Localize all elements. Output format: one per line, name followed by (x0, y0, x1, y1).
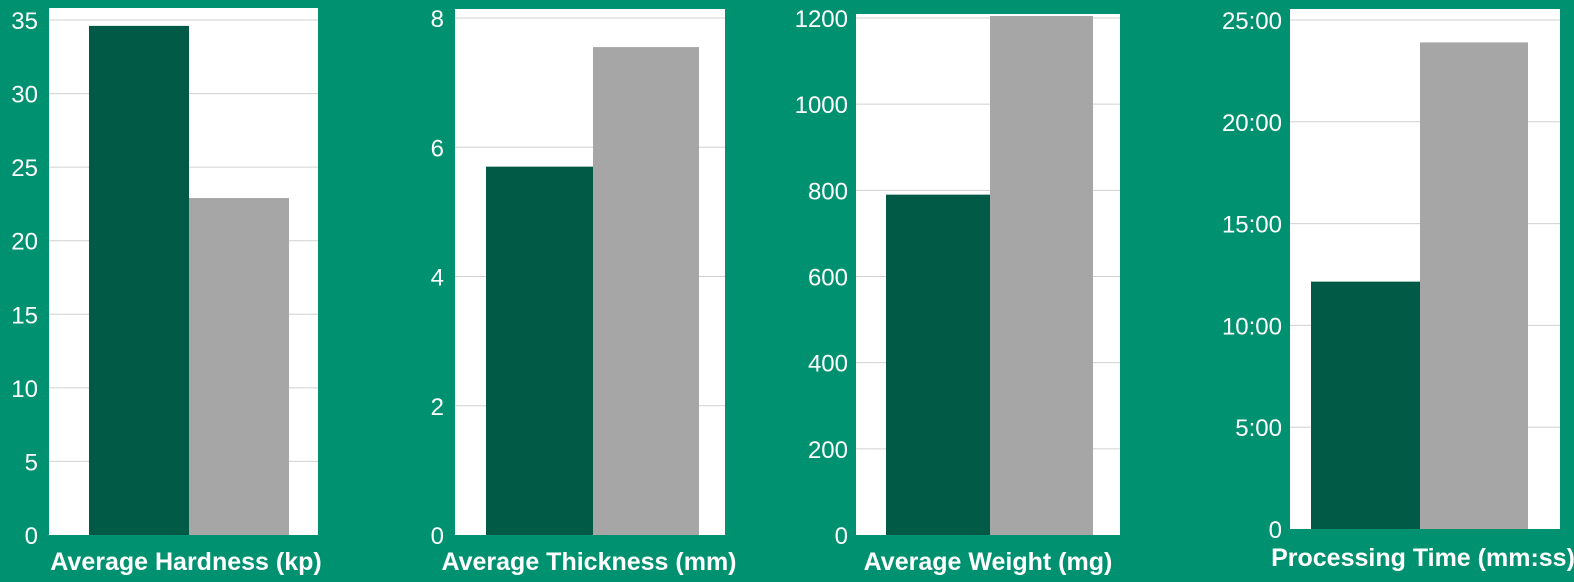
chart-1: 0 5 10 15 20 25 30 35 Average Hardness (kp) (11, 8, 322, 576)
x-axis-label: Processing Time (mm:ss) (1271, 544, 1574, 572)
y-tick-label: 25:00 (1222, 8, 1282, 35)
bar-gray (1420, 42, 1528, 530)
x-axis-label: Average Weight (mg) (864, 548, 1113, 576)
bar-gray (990, 16, 1093, 535)
y-tick-label: 0 (431, 523, 444, 550)
y-tick-label: 5 (25, 449, 38, 476)
y-tick-label: 4 (431, 265, 444, 292)
y-tick-label: 20:00 (1222, 110, 1282, 137)
chart-4: 0 5:00 10:00 15:00 20:00 25:00 Processing Time… (1222, 8, 1574, 572)
bar-dark-green (886, 194, 990, 535)
y-tick-label: 800 (808, 178, 848, 205)
y-tick-label: 200 (808, 437, 848, 464)
y-tick-label: 10 (11, 376, 38, 403)
y-tick-label: 8 (431, 6, 444, 33)
y-tick-label: 15 (11, 302, 38, 329)
bar-gray (593, 47, 699, 536)
bar-gray (189, 198, 289, 536)
y-tick-label: 30 (11, 82, 38, 109)
y-tick-label: 2 (431, 394, 444, 421)
y-tick-label: 0 (835, 523, 848, 550)
bar-dark-green (89, 25, 189, 536)
y-tick-label: 0 (25, 523, 38, 550)
bar-dark-green (1311, 281, 1420, 529)
y-tick-label: 35 (11, 8, 38, 35)
y-tick-label: 6 (431, 135, 444, 162)
y-tick-label: 1000 (795, 92, 848, 119)
y-tick-label: 15:00 (1222, 212, 1282, 239)
y-tick-label: 600 (808, 265, 848, 292)
chart-2: 0 2 4 6 8 Average Thickness (mm) (431, 6, 737, 576)
y-tick-label: 5:00 (1235, 415, 1282, 442)
y-tick-label: 400 (808, 351, 848, 378)
y-tick-label: 10:00 (1222, 313, 1282, 340)
y-tick-label: 25 (11, 155, 38, 182)
bar-dark-green (486, 166, 593, 535)
y-tick-label: 0 (1269, 517, 1282, 544)
y-tick-label: 20 (11, 229, 38, 256)
y-tick-label: 1200 (795, 6, 848, 33)
x-axis-label: Average Thickness (mm) (441, 548, 736, 576)
x-axis-label: Average Hardness (kp) (50, 548, 321, 576)
chart-3: 0 200 400 600 800 1000 1200 Average Weight (mg) (795, 6, 1120, 576)
